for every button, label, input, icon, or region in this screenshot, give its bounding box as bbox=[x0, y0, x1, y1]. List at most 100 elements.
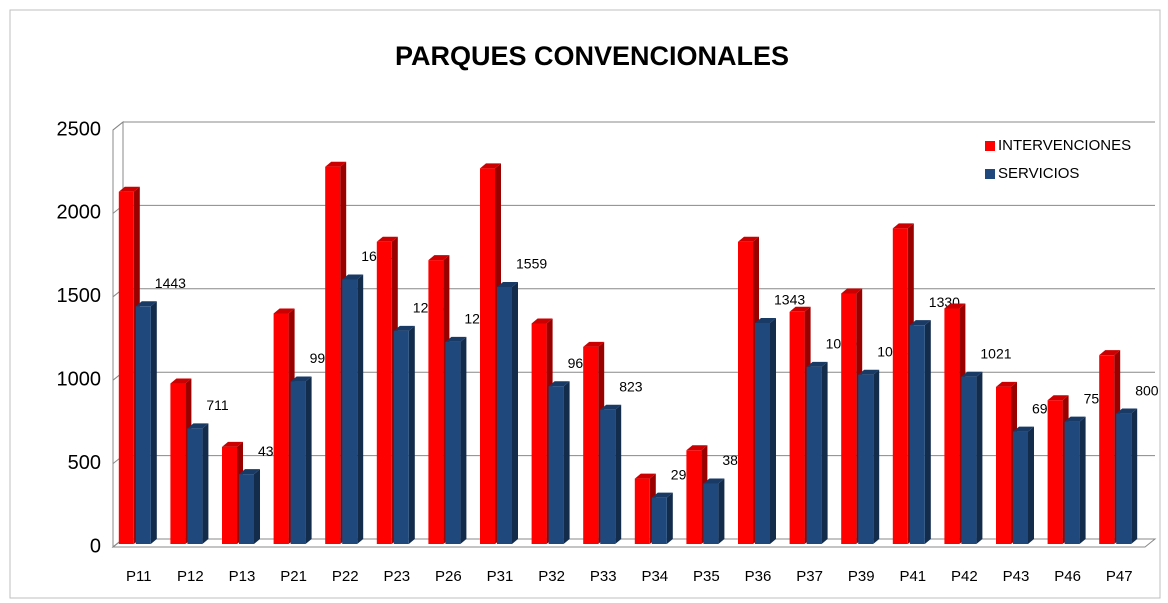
bar-top bbox=[755, 317, 776, 323]
bar-side bbox=[1079, 416, 1086, 544]
bar bbox=[634, 478, 650, 544]
x-tick-label: P13 bbox=[229, 568, 256, 585]
x-tick-label: P34 bbox=[641, 568, 668, 585]
x-tick-label: P32 bbox=[538, 568, 565, 585]
bar-top bbox=[118, 186, 140, 192]
bar bbox=[583, 346, 599, 544]
x-tick-label: P12 bbox=[177, 568, 204, 585]
bar-top bbox=[583, 341, 605, 347]
data-label: 1559 bbox=[516, 256, 547, 272]
bar-top bbox=[634, 473, 656, 479]
bar-top bbox=[497, 281, 518, 287]
bar-top bbox=[1047, 395, 1069, 401]
x-tick-label: P31 bbox=[487, 568, 514, 585]
bar-side bbox=[821, 361, 828, 544]
bar-top bbox=[428, 255, 450, 261]
bar-top bbox=[789, 306, 811, 312]
bar-top bbox=[376, 236, 398, 242]
bar bbox=[239, 474, 254, 544]
bar-side bbox=[305, 376, 312, 544]
bar-top bbox=[996, 381, 1017, 387]
bar-top bbox=[290, 376, 312, 382]
bar bbox=[290, 381, 306, 544]
bar-top bbox=[342, 274, 364, 280]
bar bbox=[961, 376, 977, 544]
y-tick-label: 0 bbox=[90, 535, 101, 557]
bar bbox=[858, 374, 874, 544]
bar-top bbox=[738, 236, 759, 242]
bar-top bbox=[325, 161, 347, 167]
bar-side bbox=[460, 336, 467, 544]
bar bbox=[273, 313, 289, 544]
bar bbox=[118, 191, 134, 544]
legend-label: INTERVENCIONES bbox=[998, 137, 1131, 154]
data-label: 800 bbox=[1135, 382, 1159, 398]
bar bbox=[342, 279, 358, 544]
x-tick-label: P41 bbox=[899, 568, 926, 585]
data-label: 1443 bbox=[155, 275, 186, 291]
bar-top bbox=[858, 369, 880, 375]
bar bbox=[1099, 355, 1115, 544]
bar-side bbox=[976, 371, 983, 544]
x-tick-label: P43 bbox=[1003, 568, 1030, 585]
bar-side bbox=[563, 381, 570, 544]
bar-top bbox=[841, 288, 863, 294]
bar bbox=[445, 341, 461, 544]
grid-line-side bbox=[112, 121, 124, 131]
bar-top bbox=[273, 308, 295, 314]
x-tick-label: P42 bbox=[951, 568, 978, 585]
y-tick-label: 500 bbox=[68, 452, 101, 474]
bar bbox=[600, 409, 616, 544]
bar bbox=[841, 293, 857, 544]
bar-top bbox=[1116, 408, 1138, 414]
bar bbox=[703, 483, 719, 544]
bar-top bbox=[1099, 350, 1121, 356]
bar bbox=[909, 325, 925, 544]
y-tick-label: 1500 bbox=[57, 285, 102, 307]
bar-top bbox=[170, 378, 192, 384]
x-tick-label: P36 bbox=[745, 568, 772, 585]
bar bbox=[789, 311, 805, 544]
x-tick-label: P35 bbox=[693, 568, 720, 585]
legend-label: SERVICIOS bbox=[998, 165, 1079, 182]
bar-top bbox=[135, 301, 157, 307]
x-tick-label: P11 bbox=[126, 568, 152, 585]
bar bbox=[1116, 413, 1132, 544]
bar-top bbox=[600, 404, 622, 410]
x-tick-label: P47 bbox=[1106, 568, 1133, 585]
bar bbox=[686, 450, 702, 544]
bar-top bbox=[531, 318, 553, 324]
bar-top bbox=[651, 492, 673, 498]
bar bbox=[806, 366, 822, 544]
legend-swatch bbox=[985, 141, 995, 151]
bar bbox=[222, 446, 237, 544]
data-label: 1021 bbox=[980, 345, 1011, 361]
legend-swatch bbox=[985, 169, 995, 179]
bar-top bbox=[1064, 416, 1086, 422]
bar bbox=[944, 308, 960, 544]
bar-side bbox=[202, 423, 209, 544]
bar-top bbox=[892, 223, 914, 229]
bar-top bbox=[961, 371, 983, 377]
bar-top bbox=[187, 423, 209, 429]
bar bbox=[170, 383, 186, 544]
bar bbox=[548, 386, 564, 544]
bar-side bbox=[1028, 426, 1034, 544]
bar bbox=[651, 497, 667, 544]
bar-side bbox=[615, 404, 622, 544]
bar-side bbox=[408, 325, 415, 544]
data-label: 711 bbox=[206, 397, 229, 413]
bar bbox=[187, 428, 203, 544]
data-label: 1343 bbox=[774, 292, 805, 308]
bar-side bbox=[718, 478, 725, 544]
x-tick-label: P46 bbox=[1054, 568, 1081, 585]
bar-top bbox=[686, 445, 708, 451]
bar-side bbox=[1131, 408, 1138, 544]
bar bbox=[1064, 421, 1080, 544]
bar bbox=[428, 260, 444, 544]
bar-side bbox=[254, 469, 260, 544]
bar-top bbox=[548, 381, 570, 387]
bar-top bbox=[909, 320, 931, 326]
bar-top bbox=[703, 478, 725, 484]
